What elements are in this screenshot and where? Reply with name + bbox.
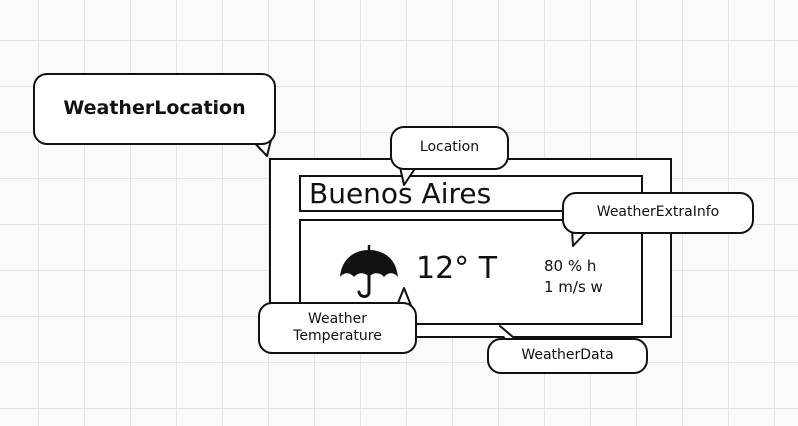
weather-data-label: WeatherData xyxy=(521,347,614,364)
weather-extra-info-label: WeatherExtraInfo xyxy=(596,204,720,221)
weather-location-callout: WeatherLocation xyxy=(33,73,276,145)
weather-extra-info-callout: WeatherExtraInfo xyxy=(562,192,754,234)
extra-info: 80 % h 1 m/s w xyxy=(544,256,603,298)
umbrella-icon xyxy=(340,245,398,298)
location-callout: Location xyxy=(390,126,509,170)
weather-temperature-label-line2: Temperature xyxy=(293,328,382,344)
weather-location-label: WeatherLocation xyxy=(63,97,246,120)
temperature-value: 12° T xyxy=(416,251,498,286)
humidity-value: 80 % h xyxy=(544,257,597,275)
city-name: Buenos Aires xyxy=(309,177,492,210)
weather-data-callout: WeatherData xyxy=(487,338,648,374)
location-box: Buenos Aires xyxy=(299,175,643,212)
weather-temperature-label-line1: Weather xyxy=(308,310,367,327)
weather-temperature-callout: Weather Temperature xyxy=(258,302,417,354)
location-label: Location xyxy=(419,139,480,156)
wind-value: 1 m/s w xyxy=(544,278,603,296)
location-callout-tail xyxy=(398,165,418,186)
